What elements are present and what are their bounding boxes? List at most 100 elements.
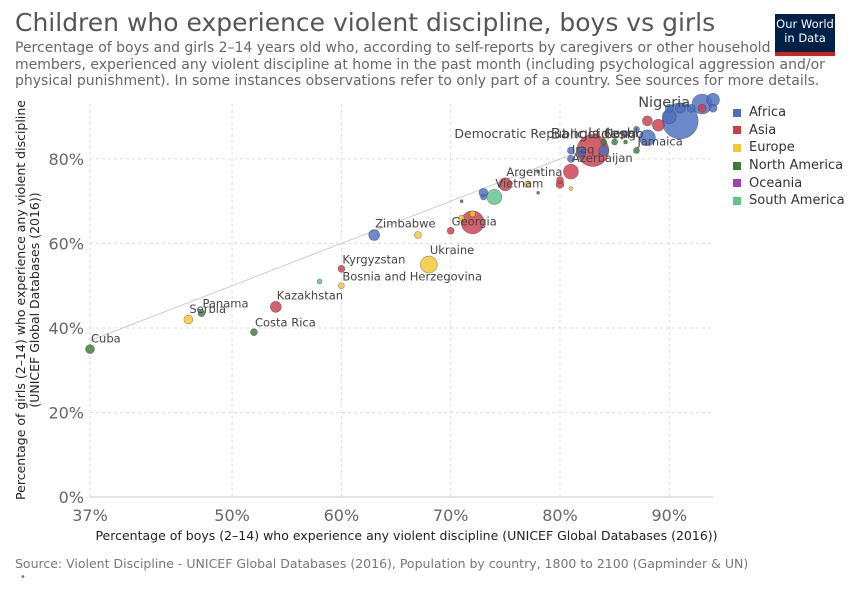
data-point: [598, 145, 610, 156]
data-point: [420, 255, 438, 274]
data-point: [498, 177, 513, 192]
x-tick-label: 37%: [72, 506, 108, 525]
y-tick-label: 80%: [48, 150, 84, 169]
legend-label: Oceania: [749, 175, 803, 191]
data-point: [622, 130, 629, 137]
data-point: [197, 309, 206, 317]
point-label: Nigeria: [638, 95, 690, 111]
data-point: [556, 176, 564, 184]
data-point: [480, 193, 487, 201]
point-label: Zimbabwe: [375, 217, 435, 231]
x-axis-title: Percentage of boys (2–14) who experience…: [95, 528, 717, 543]
data-point: [368, 229, 380, 241]
y-tick-label: 60%: [48, 234, 84, 253]
legend-swatch: [733, 179, 741, 188]
logo-line-1: Our World: [776, 17, 834, 31]
chart-title: Children who experience violent discipli…: [15, 8, 716, 37]
point-label: Panama: [202, 297, 248, 311]
data-point: [708, 103, 718, 113]
data-point: [469, 210, 476, 218]
data-point: [250, 328, 258, 336]
point-label: Nepal: [605, 126, 638, 140]
data-point: [85, 344, 95, 354]
point-label: Bangladesh: [551, 126, 636, 142]
legend-item[interactable]: Asia: [733, 122, 845, 140]
legend-label: Asia: [749, 122, 777, 138]
data-point: [536, 190, 540, 195]
y-tick-label: 0%: [59, 488, 84, 507]
legend-item[interactable]: Africa: [733, 104, 845, 122]
data-point: [686, 103, 696, 113]
point-label: Costa Rica: [255, 316, 316, 330]
point-label: Kazakhstan: [277, 288, 343, 302]
x-tick-label: 80%: [542, 506, 578, 525]
data-point: [338, 282, 345, 290]
data-point: [578, 150, 586, 159]
x-tick-label: 90%: [651, 506, 687, 525]
point-label: Ukraine: [430, 243, 474, 257]
data-point: [633, 147, 640, 154]
data-point: [458, 214, 465, 222]
point-label: Kyrgyzstan: [342, 252, 405, 266]
legend-label: South America: [749, 193, 845, 209]
point-label: Bosnia and Herzegovina: [342, 270, 482, 284]
data-point: [652, 118, 665, 132]
data-point: [567, 146, 575, 155]
data-point: [611, 138, 618, 146]
legend: Africa Asia Europe North America Oceania Sout…: [733, 104, 845, 210]
data-point: [270, 301, 282, 313]
x-tick-label: 70%: [433, 506, 469, 525]
data-point: [674, 102, 686, 114]
legend-item[interactable]: North America: [733, 157, 845, 175]
legend-label: Africa: [749, 105, 787, 121]
data-point: [486, 189, 503, 205]
data-point: [642, 115, 653, 127]
legend-swatch: [733, 126, 741, 135]
data-point: [639, 129, 656, 147]
owid-logo[interactable]: Our World in Data: [775, 14, 835, 56]
data-point: [633, 126, 640, 133]
point-label: Jamaica: [636, 134, 682, 148]
logo-line-2: in Data: [784, 31, 826, 45]
data-point: [414, 231, 422, 239]
legend-swatch: [733, 108, 741, 117]
y-tick-label: 40%: [48, 319, 84, 338]
point-label: Argentina: [506, 165, 562, 179]
point-label: Cuba: [91, 332, 121, 346]
chart-subtitle: Percentage of boys and girls 2–14 years …: [15, 40, 825, 89]
legend-label: North America: [749, 158, 844, 174]
data-point: [523, 180, 531, 188]
point-label: Vietnam: [495, 176, 543, 190]
data-point: [337, 265, 346, 273]
data-point: [183, 314, 194, 325]
data-point: [459, 199, 464, 203]
data-point: [623, 139, 628, 145]
source-note: Source: Violent Discipline - UNICEF Glob…: [15, 556, 749, 571]
legend-item[interactable]: Europe: [733, 139, 845, 157]
data-point: [563, 163, 579, 180]
legend-item[interactable]: South America: [733, 192, 845, 210]
data-point: [446, 226, 455, 235]
data-point: [316, 278, 323, 285]
data-point: [536, 169, 540, 174]
legend-swatch: [733, 196, 741, 205]
data-point: [567, 155, 575, 163]
data-point: [664, 103, 674, 113]
data-point: [568, 186, 574, 191]
point-label: Serbia: [189, 302, 226, 316]
x-tick-label: 50%: [214, 506, 250, 525]
data-point: [600, 138, 608, 146]
annotation-label: Democratic Republic of Congo: [454, 126, 643, 141]
y-tick-label: 20%: [48, 403, 84, 422]
footer-dot: •: [20, 572, 26, 583]
data-point: [697, 103, 707, 113]
legend-swatch: [733, 161, 741, 170]
legend-swatch: [733, 143, 741, 152]
legend-label: Europe: [749, 140, 795, 156]
point-label: Azerbaijan: [572, 151, 633, 165]
y-axis-title: Percentage of girls (2–14) who experienc…: [13, 100, 42, 500]
point-label: Iraq: [572, 142, 594, 156]
legend-item[interactable]: Oceania: [733, 174, 845, 192]
x-tick-label: 60%: [324, 506, 360, 525]
